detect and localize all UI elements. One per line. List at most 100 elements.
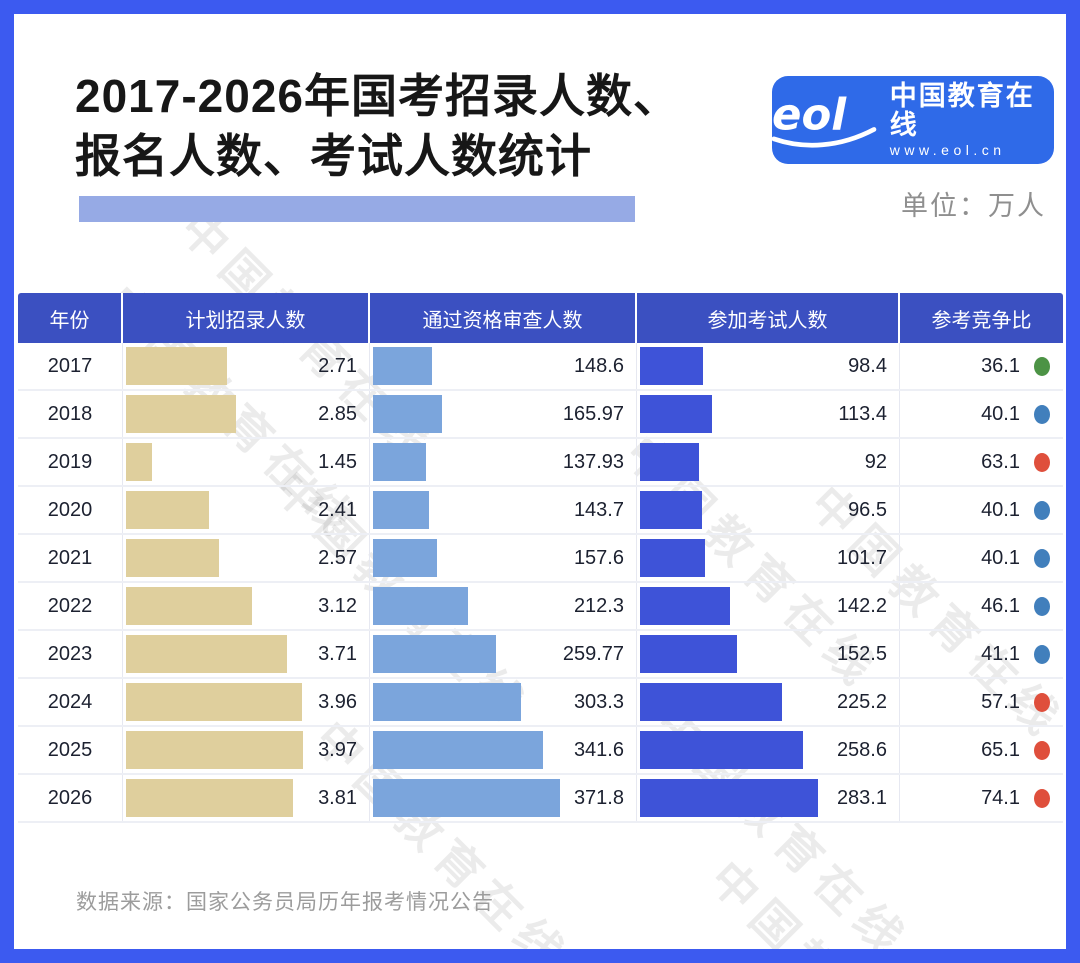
exam-value: 258.6	[836, 738, 887, 761]
qualified-value: 148.6	[573, 354, 624, 377]
plan-bar	[126, 587, 252, 625]
qualified-cell: 148.6	[370, 343, 637, 389]
qualified-cell: 303.3	[370, 679, 637, 725]
exam-value: 113.4	[838, 402, 887, 425]
logo-text-block: 中国教育在线 www.eol.cn	[889, 81, 1054, 159]
exam-value: 92	[864, 450, 887, 473]
ratio-dot-red	[1034, 452, 1050, 472]
ratio-cell: 65.1	[900, 727, 1063, 773]
exam-cell: 258.6	[637, 727, 900, 773]
exam-bar	[640, 347, 703, 385]
qualified-bar	[373, 779, 560, 817]
qualified-bar	[373, 683, 521, 721]
ratio-cell: 57.1	[900, 679, 1063, 725]
ratio-value: 65.1	[981, 738, 1020, 761]
qualified-value: 259.77	[562, 642, 624, 665]
ratio-value: 41.1	[981, 642, 1020, 665]
ratio-cell: 41.1	[900, 631, 1063, 677]
logo-url-text: www.eol.cn	[889, 141, 1006, 158]
plan-value: 1.45	[318, 450, 357, 473]
eol-logo: eol 中国教育在线 www.eol.cn	[772, 76, 1054, 164]
plan-cell: 1.45	[123, 439, 370, 485]
title-highlight	[79, 196, 635, 222]
plan-value: 3.81	[318, 786, 357, 809]
column-header-year: 年份	[18, 293, 123, 343]
ratio-value: 40.1	[981, 498, 1020, 521]
year-cell: 2018	[18, 391, 123, 437]
year-cell: 2024	[18, 679, 123, 725]
ratio-dot-blue	[1034, 644, 1050, 664]
qualified-cell: 143.7	[370, 487, 637, 533]
ratio-cell: 40.1	[900, 391, 1063, 437]
ratio-value: 40.1	[981, 402, 1020, 425]
plan-value: 3.71	[318, 642, 357, 665]
plan-bar	[126, 731, 303, 769]
qualified-cell: 165.97	[370, 391, 637, 437]
ratio-dot-blue	[1034, 548, 1050, 568]
ratio-cell: 40.1	[900, 487, 1063, 533]
plan-cell: 3.71	[123, 631, 370, 677]
table-row-2018: 2018 2.85 165.97 113.4 40.1	[18, 391, 1063, 439]
plan-value: 3.96	[318, 690, 357, 713]
qualified-value: 212.3	[573, 594, 624, 617]
plan-value: 2.85	[318, 402, 357, 425]
qualified-value: 157.6	[573, 546, 624, 569]
plan-bar	[126, 779, 294, 817]
exam-cell: 98.4	[637, 343, 900, 389]
unit-label: 单位：万人	[901, 191, 1046, 221]
qualified-value: 371.8	[573, 786, 624, 809]
data-source-note: 数据来源：国家公务员局历年报考情况公告	[76, 891, 494, 914]
plan-cell: 3.96	[123, 679, 370, 725]
ratio-value: 36.1	[981, 354, 1020, 377]
page-title-line2: 报名人数、考试人数统计	[75, 130, 592, 182]
plan-bar	[126, 683, 303, 721]
qualified-cell: 341.6	[370, 727, 637, 773]
year-cell: 2025	[18, 727, 123, 773]
plan-cell: 3.12	[123, 583, 370, 629]
ratio-cell: 40.1	[900, 535, 1063, 581]
plan-bar	[126, 443, 152, 481]
title-block: 2017-2026年国考招录人数、 报名人数、考试人数统计	[75, 66, 680, 222]
data-table: 年份 计划招录人数 通过资格审查人数 参加考试人数 参考竞争比 2017 2.71 148.…	[18, 293, 1063, 823]
ratio-value: 40.1	[981, 546, 1020, 569]
qualified-cell: 137.93	[370, 439, 637, 485]
column-header-plan: 计划招录人数	[123, 293, 370, 343]
year-cell: 2021	[18, 535, 123, 581]
ratio-dot-blue	[1034, 500, 1050, 520]
table-row-2019: 2019 1.45 137.93 92 63.1	[18, 439, 1063, 487]
plan-value: 2.41	[318, 498, 357, 521]
year-cell: 2022	[18, 583, 123, 629]
year-cell: 2017	[18, 343, 123, 389]
ratio-dot-blue	[1034, 404, 1050, 424]
plan-bar	[126, 395, 236, 433]
table-row-2017: 2017 2.71 148.6 98.4 36.1	[18, 343, 1063, 391]
ratio-dot-blue	[1034, 596, 1050, 616]
qualified-value: 137.93	[562, 450, 624, 473]
year-cell: 2023	[18, 631, 123, 677]
exam-bar	[640, 635, 737, 673]
page-title-line1: 2017-2026年国考招录人数、	[75, 70, 680, 122]
exam-value: 225.2	[836, 690, 887, 713]
table-row-2021: 2021 2.57 157.6 101.7 40.1	[18, 535, 1063, 583]
ratio-cell: 63.1	[900, 439, 1063, 485]
ratio-value: 74.1	[981, 786, 1020, 809]
table-row-2022: 2022 3.12 212.3 142.2 46.1	[18, 583, 1063, 631]
ratio-value: 63.1	[981, 450, 1020, 473]
qualified-cell: 371.8	[370, 775, 637, 821]
plan-cell: 2.71	[123, 343, 370, 389]
qualified-value: 341.6	[573, 738, 624, 761]
column-header-exam: 参加考试人数	[637, 293, 900, 343]
svg-text:eol: eol	[772, 90, 847, 140]
exam-bar	[640, 491, 702, 529]
ratio-cell: 46.1	[900, 583, 1063, 629]
year-cell: 2026	[18, 775, 123, 821]
ratio-value: 46.1	[981, 594, 1020, 617]
exam-cell: 283.1	[637, 775, 900, 821]
exam-cell: 113.4	[637, 391, 900, 437]
year-cell: 2019	[18, 439, 123, 485]
table-row-2025: 2025 3.97 341.6 258.6 65.1	[18, 727, 1063, 775]
plan-cell: 3.97	[123, 727, 370, 773]
plan-bar	[126, 491, 210, 529]
table-body: 2017 2.71 148.6 98.4 36.1 2018 2.85 165.97 113.4…	[18, 343, 1063, 823]
plan-value: 3.12	[318, 594, 357, 617]
